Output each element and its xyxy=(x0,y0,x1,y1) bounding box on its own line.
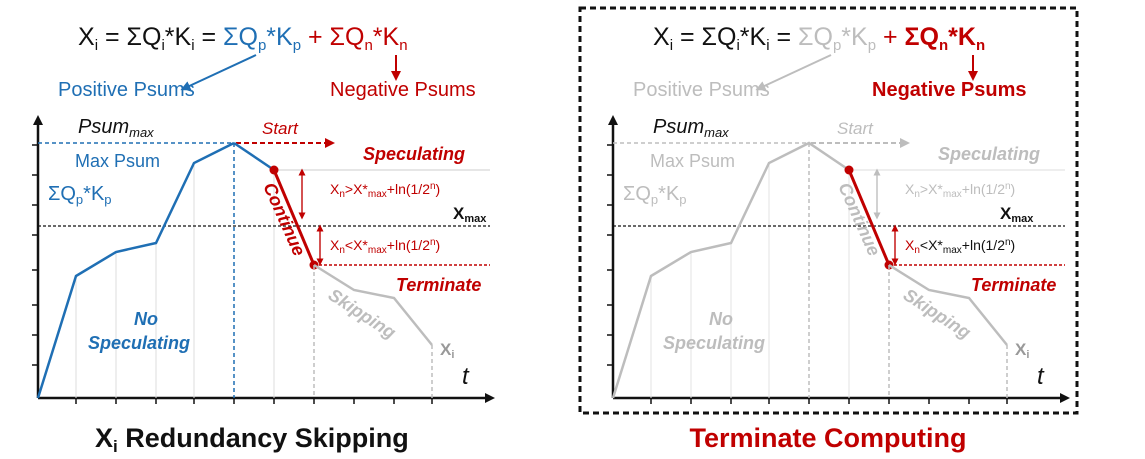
left-continue-line xyxy=(272,169,316,266)
right-cond-lt: Xn<X*max+ln(1/2n) xyxy=(905,237,1015,256)
right-t-label: t xyxy=(1037,363,1045,390)
right-terminate-label: Terminate xyxy=(971,275,1056,295)
left-start-label: Start xyxy=(262,119,299,138)
left-positive-arrow xyxy=(180,54,257,91)
right-psummax-label: Psummax xyxy=(653,116,729,140)
left-equation: Xi = ΣQi*Ki = ΣQp*Kp + ΣQn*Kn xyxy=(78,23,408,54)
right-skipped-curve xyxy=(888,263,1008,346)
right-maxpsum-label: Max Psum xyxy=(650,151,735,171)
left-t-label: t xyxy=(462,363,470,390)
left-speculating-label: Speculating xyxy=(363,144,465,164)
left-skipped-curve xyxy=(313,263,433,346)
left-skipping-label: Skipping xyxy=(325,285,400,343)
left-vgrid xyxy=(75,163,275,398)
left-nospeculating-label: Speculating xyxy=(88,333,190,353)
right-vgrid xyxy=(650,163,850,398)
left-x-ticks xyxy=(75,398,433,404)
right-y-ticks xyxy=(607,144,613,366)
left-xi-label: Xi xyxy=(440,340,454,361)
left-sumqp-label: ΣQp*Kp xyxy=(48,183,112,207)
right-xi-label: Xi xyxy=(1015,340,1029,361)
right-skipping-label: Skipping xyxy=(900,285,975,343)
left-y-ticks xyxy=(32,144,38,366)
left-no-label: No xyxy=(134,309,158,329)
left-negative-label: Negative Psums xyxy=(330,79,476,101)
right-negative-label: Negative Psums xyxy=(872,79,1027,101)
left-start-dot xyxy=(269,165,279,175)
left-cond-gt: Xn>X*max+ln(1/2n) xyxy=(330,181,440,200)
right-no-label: No xyxy=(709,309,733,329)
left-panel: Xi = ΣQi*Ki = ΣQp*Kp + ΣQn*Kn Positive P… xyxy=(32,23,495,456)
left-psummax-label: Psummax xyxy=(78,116,154,140)
left-xmax-label: Xmax xyxy=(453,204,487,225)
right-dashed-frame xyxy=(578,6,1079,415)
left-cond-lt: Xn<X*max+ln(1/2n) xyxy=(330,237,440,256)
right-continue-line xyxy=(847,169,891,266)
left-positive-label: Positive Psums xyxy=(58,79,195,101)
right-panel: Xi = ΣQi*Ki = ΣQp*Kp + ΣQn*Kn Positive P… xyxy=(578,6,1079,453)
right-equation: Xi = ΣQi*Ki = ΣQp*Kp + ΣQn*Kn xyxy=(653,23,985,54)
left-positive-curve xyxy=(36,141,235,399)
right-positive-label: Positive Psums xyxy=(633,79,770,101)
right-speculating-label: Speculating xyxy=(938,144,1040,164)
left-title: Xi Redundancy Skipping xyxy=(95,423,409,456)
left-maxpsum-label: Max Psum xyxy=(75,151,160,171)
left-descend-curve xyxy=(233,141,275,172)
left-terminate-label: Terminate xyxy=(396,275,481,295)
right-xmax-label: Xmax xyxy=(1000,204,1034,225)
right-x-ticks xyxy=(650,398,1008,404)
right-positive-curve xyxy=(611,141,850,399)
right-start-label: Start xyxy=(837,119,874,138)
right-start-dot xyxy=(844,165,854,175)
right-positive-arrow xyxy=(755,54,832,91)
right-title: Terminate Computing xyxy=(689,423,966,453)
right-cond-gt: Xn>X*max+ln(1/2n) xyxy=(905,181,1015,200)
right-nospeculating-label: Speculating xyxy=(663,333,765,353)
right-sumqp-label: ΣQp*Kp xyxy=(623,183,687,207)
